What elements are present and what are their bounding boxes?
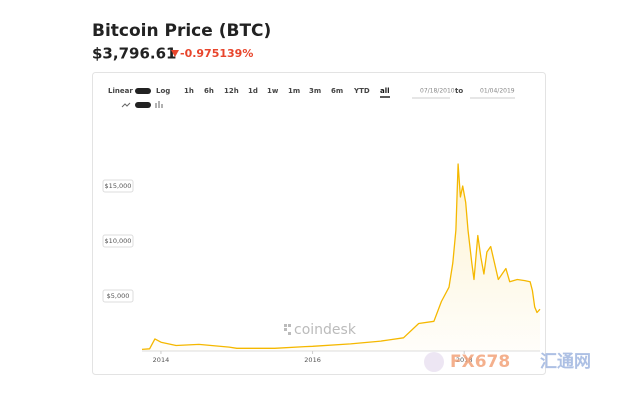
logo-dot: [284, 324, 287, 327]
y-tick-box: [102, 289, 134, 303]
range-option[interactable]: 3m: [309, 87, 321, 95]
to-label: to: [455, 87, 463, 95]
logo-dot: [284, 328, 287, 331]
date-to[interactable]: 01/04/2019: [480, 88, 515, 95]
y-tick-label: $5,000: [107, 292, 130, 300]
x-tick-label: 2014: [153, 356, 170, 364]
range-option[interactable]: 1m: [288, 87, 300, 95]
down-arrow: [171, 50, 179, 57]
y-tick-box: [102, 234, 134, 248]
scale-option[interactable]: Log: [156, 87, 170, 95]
range-option[interactable]: 6h: [204, 87, 214, 95]
y-tick-label: $10,000: [105, 237, 132, 245]
range-option[interactable]: all: [380, 87, 390, 95]
range-option[interactable]: 1d: [248, 87, 258, 95]
date-from[interactable]: 07/18/2010: [420, 88, 455, 95]
change: -0.975139%: [180, 47, 253, 60]
range-option[interactable]: 6m: [331, 87, 343, 95]
x-tick-label: 2016: [304, 356, 321, 364]
price-line: [141, 163, 541, 351]
range-option[interactable]: 12h: [224, 87, 239, 95]
fx-logo: [424, 352, 444, 372]
scale-toggle[interactable]: [135, 88, 151, 94]
y-tick-label: $15,000: [105, 182, 132, 190]
logo-dot: [288, 324, 291, 327]
range-option[interactable]: 1w: [267, 87, 279, 95]
watermark: FX678: [450, 352, 510, 372]
candle-icon[interactable]: [155, 101, 163, 108]
scale-option[interactable]: Linear: [108, 87, 133, 95]
range-option[interactable]: 1h: [184, 87, 194, 95]
range-option[interactable]: YTD: [353, 87, 370, 95]
watermark: coindesk: [294, 322, 357, 338]
y-tick-box: [102, 179, 134, 193]
chart-toggle[interactable]: [135, 102, 151, 108]
x-tick-label: 2018: [456, 356, 473, 364]
logo-dot: [288, 332, 291, 335]
title: Bitcoin Price (BTC): [92, 21, 271, 41]
chart-card: [92, 72, 546, 375]
line-icon[interactable]: [121, 102, 131, 108]
price: $3,796.61: [92, 45, 176, 63]
watermark: 汇通网: [540, 352, 591, 372]
